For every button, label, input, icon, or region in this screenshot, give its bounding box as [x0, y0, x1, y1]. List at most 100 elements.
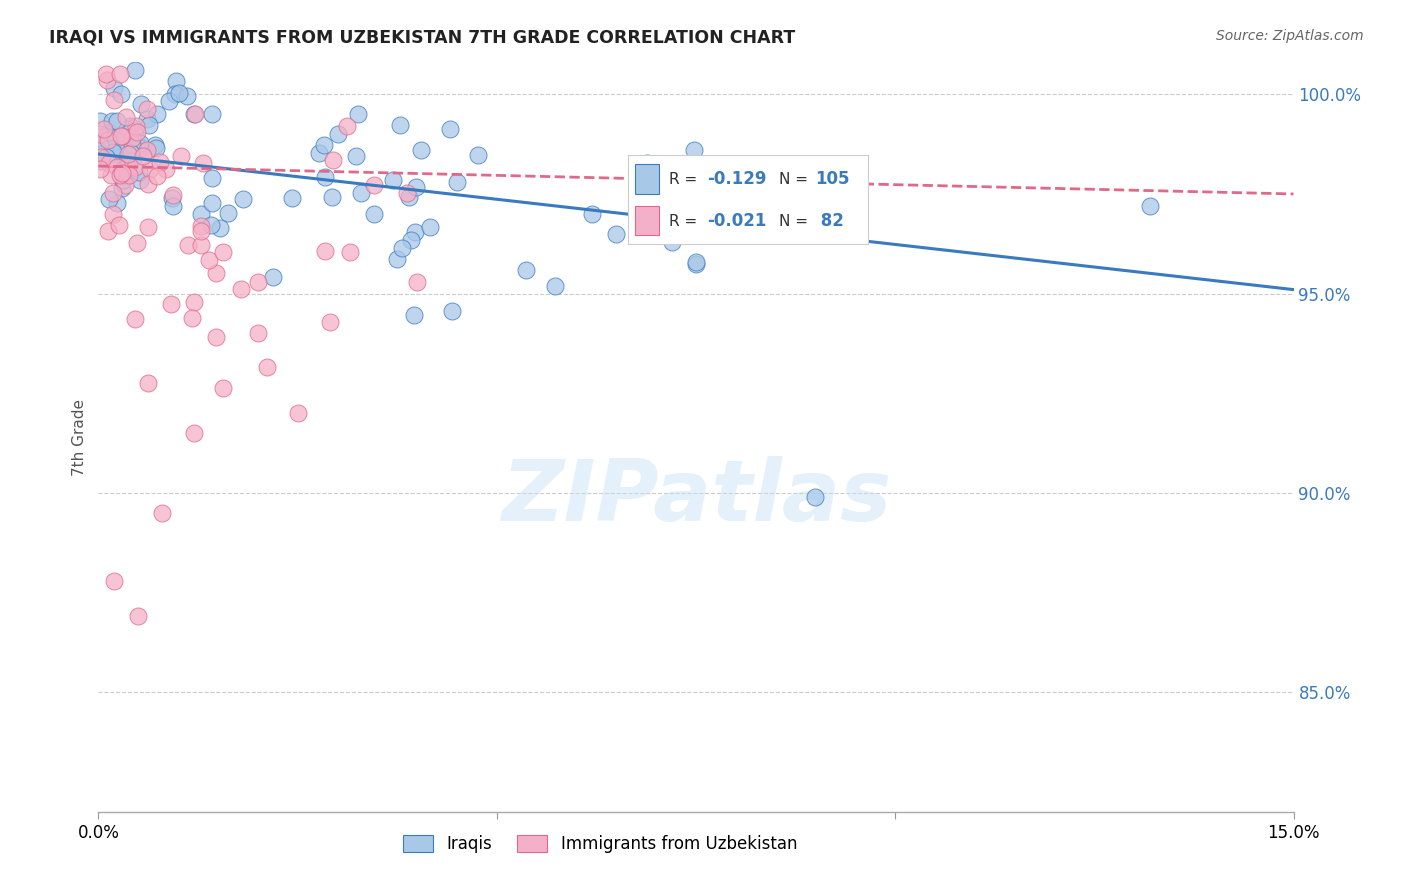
Point	[232, 192, 254, 206]
Point	[103, 93, 125, 107]
Point	[145, 141, 167, 155]
Point	[381, 173, 404, 187]
Point	[150, 506, 173, 520]
Point	[98, 192, 121, 206]
Point	[129, 141, 152, 155]
Point	[229, 282, 252, 296]
Point	[184, 107, 207, 121]
Point	[406, 275, 429, 289]
Point	[94, 67, 117, 81]
Point	[89, 127, 111, 141]
Point	[128, 164, 150, 178]
Bar	[636, 206, 659, 235]
Point	[321, 190, 343, 204]
Point	[124, 127, 146, 141]
Point	[105, 161, 128, 175]
Point	[308, 146, 330, 161]
Point	[89, 114, 111, 128]
Point	[204, 329, 226, 343]
Point	[190, 224, 212, 238]
Point	[190, 237, 212, 252]
Point	[162, 187, 184, 202]
Point	[105, 113, 128, 128]
Point	[419, 220, 441, 235]
Point	[115, 122, 138, 136]
Point	[117, 147, 139, 161]
Point	[110, 87, 132, 102]
Point	[685, 256, 707, 270]
Point	[319, 315, 342, 329]
Point	[145, 106, 167, 120]
Point	[97, 156, 120, 170]
Point	[246, 326, 269, 341]
Point	[439, 122, 461, 136]
Point	[111, 145, 134, 159]
Point	[111, 181, 134, 195]
Point	[543, 278, 565, 293]
Point	[101, 186, 124, 201]
Point	[93, 121, 115, 136]
Point	[98, 124, 121, 138]
Point	[132, 149, 155, 163]
Point	[97, 133, 120, 147]
Point	[110, 129, 132, 144]
Point	[129, 136, 152, 150]
Point	[118, 168, 141, 182]
Point	[107, 218, 129, 232]
Point	[205, 266, 228, 280]
Point	[209, 221, 232, 235]
Point	[108, 168, 131, 182]
Text: -0.021: -0.021	[707, 212, 766, 230]
Point	[124, 312, 146, 326]
Point	[127, 138, 149, 153]
Text: ZIPatlas: ZIPatlas	[501, 456, 891, 539]
Point	[100, 168, 122, 182]
Point	[146, 169, 169, 183]
Point	[136, 178, 159, 192]
Point	[127, 609, 149, 624]
Point	[131, 97, 153, 112]
Point	[200, 218, 222, 232]
Point	[401, 233, 423, 247]
Point	[90, 150, 112, 164]
Text: -0.129: -0.129	[707, 170, 766, 188]
Point	[136, 376, 159, 390]
Point	[193, 155, 215, 169]
Point	[363, 207, 385, 221]
Point	[404, 225, 426, 239]
Point	[661, 235, 683, 249]
Point	[98, 131, 121, 145]
Point	[162, 199, 184, 213]
Point	[115, 160, 138, 174]
Point	[89, 137, 111, 152]
Point	[125, 119, 148, 133]
Point	[121, 131, 143, 145]
Point	[183, 426, 205, 441]
Text: 105: 105	[815, 170, 849, 188]
Point	[125, 236, 148, 251]
Point	[91, 147, 114, 161]
Point	[160, 191, 183, 205]
Point	[112, 173, 135, 187]
Point	[103, 207, 125, 221]
Point	[149, 155, 172, 169]
Point	[180, 311, 202, 326]
Point	[114, 178, 136, 192]
Point	[804, 490, 827, 504]
Point	[336, 120, 359, 134]
Point	[636, 156, 658, 170]
Point	[314, 169, 336, 184]
Point	[120, 146, 142, 161]
Point	[111, 129, 134, 144]
Point	[395, 186, 418, 201]
Point	[103, 147, 125, 161]
Text: Source: ZipAtlas.com: Source: ZipAtlas.com	[1216, 29, 1364, 43]
Point	[346, 148, 368, 162]
Point	[135, 143, 157, 157]
Point	[190, 219, 212, 234]
Point	[515, 263, 537, 277]
Point	[183, 294, 205, 309]
Point	[124, 160, 146, 174]
Point	[111, 166, 134, 180]
Point	[97, 224, 120, 238]
